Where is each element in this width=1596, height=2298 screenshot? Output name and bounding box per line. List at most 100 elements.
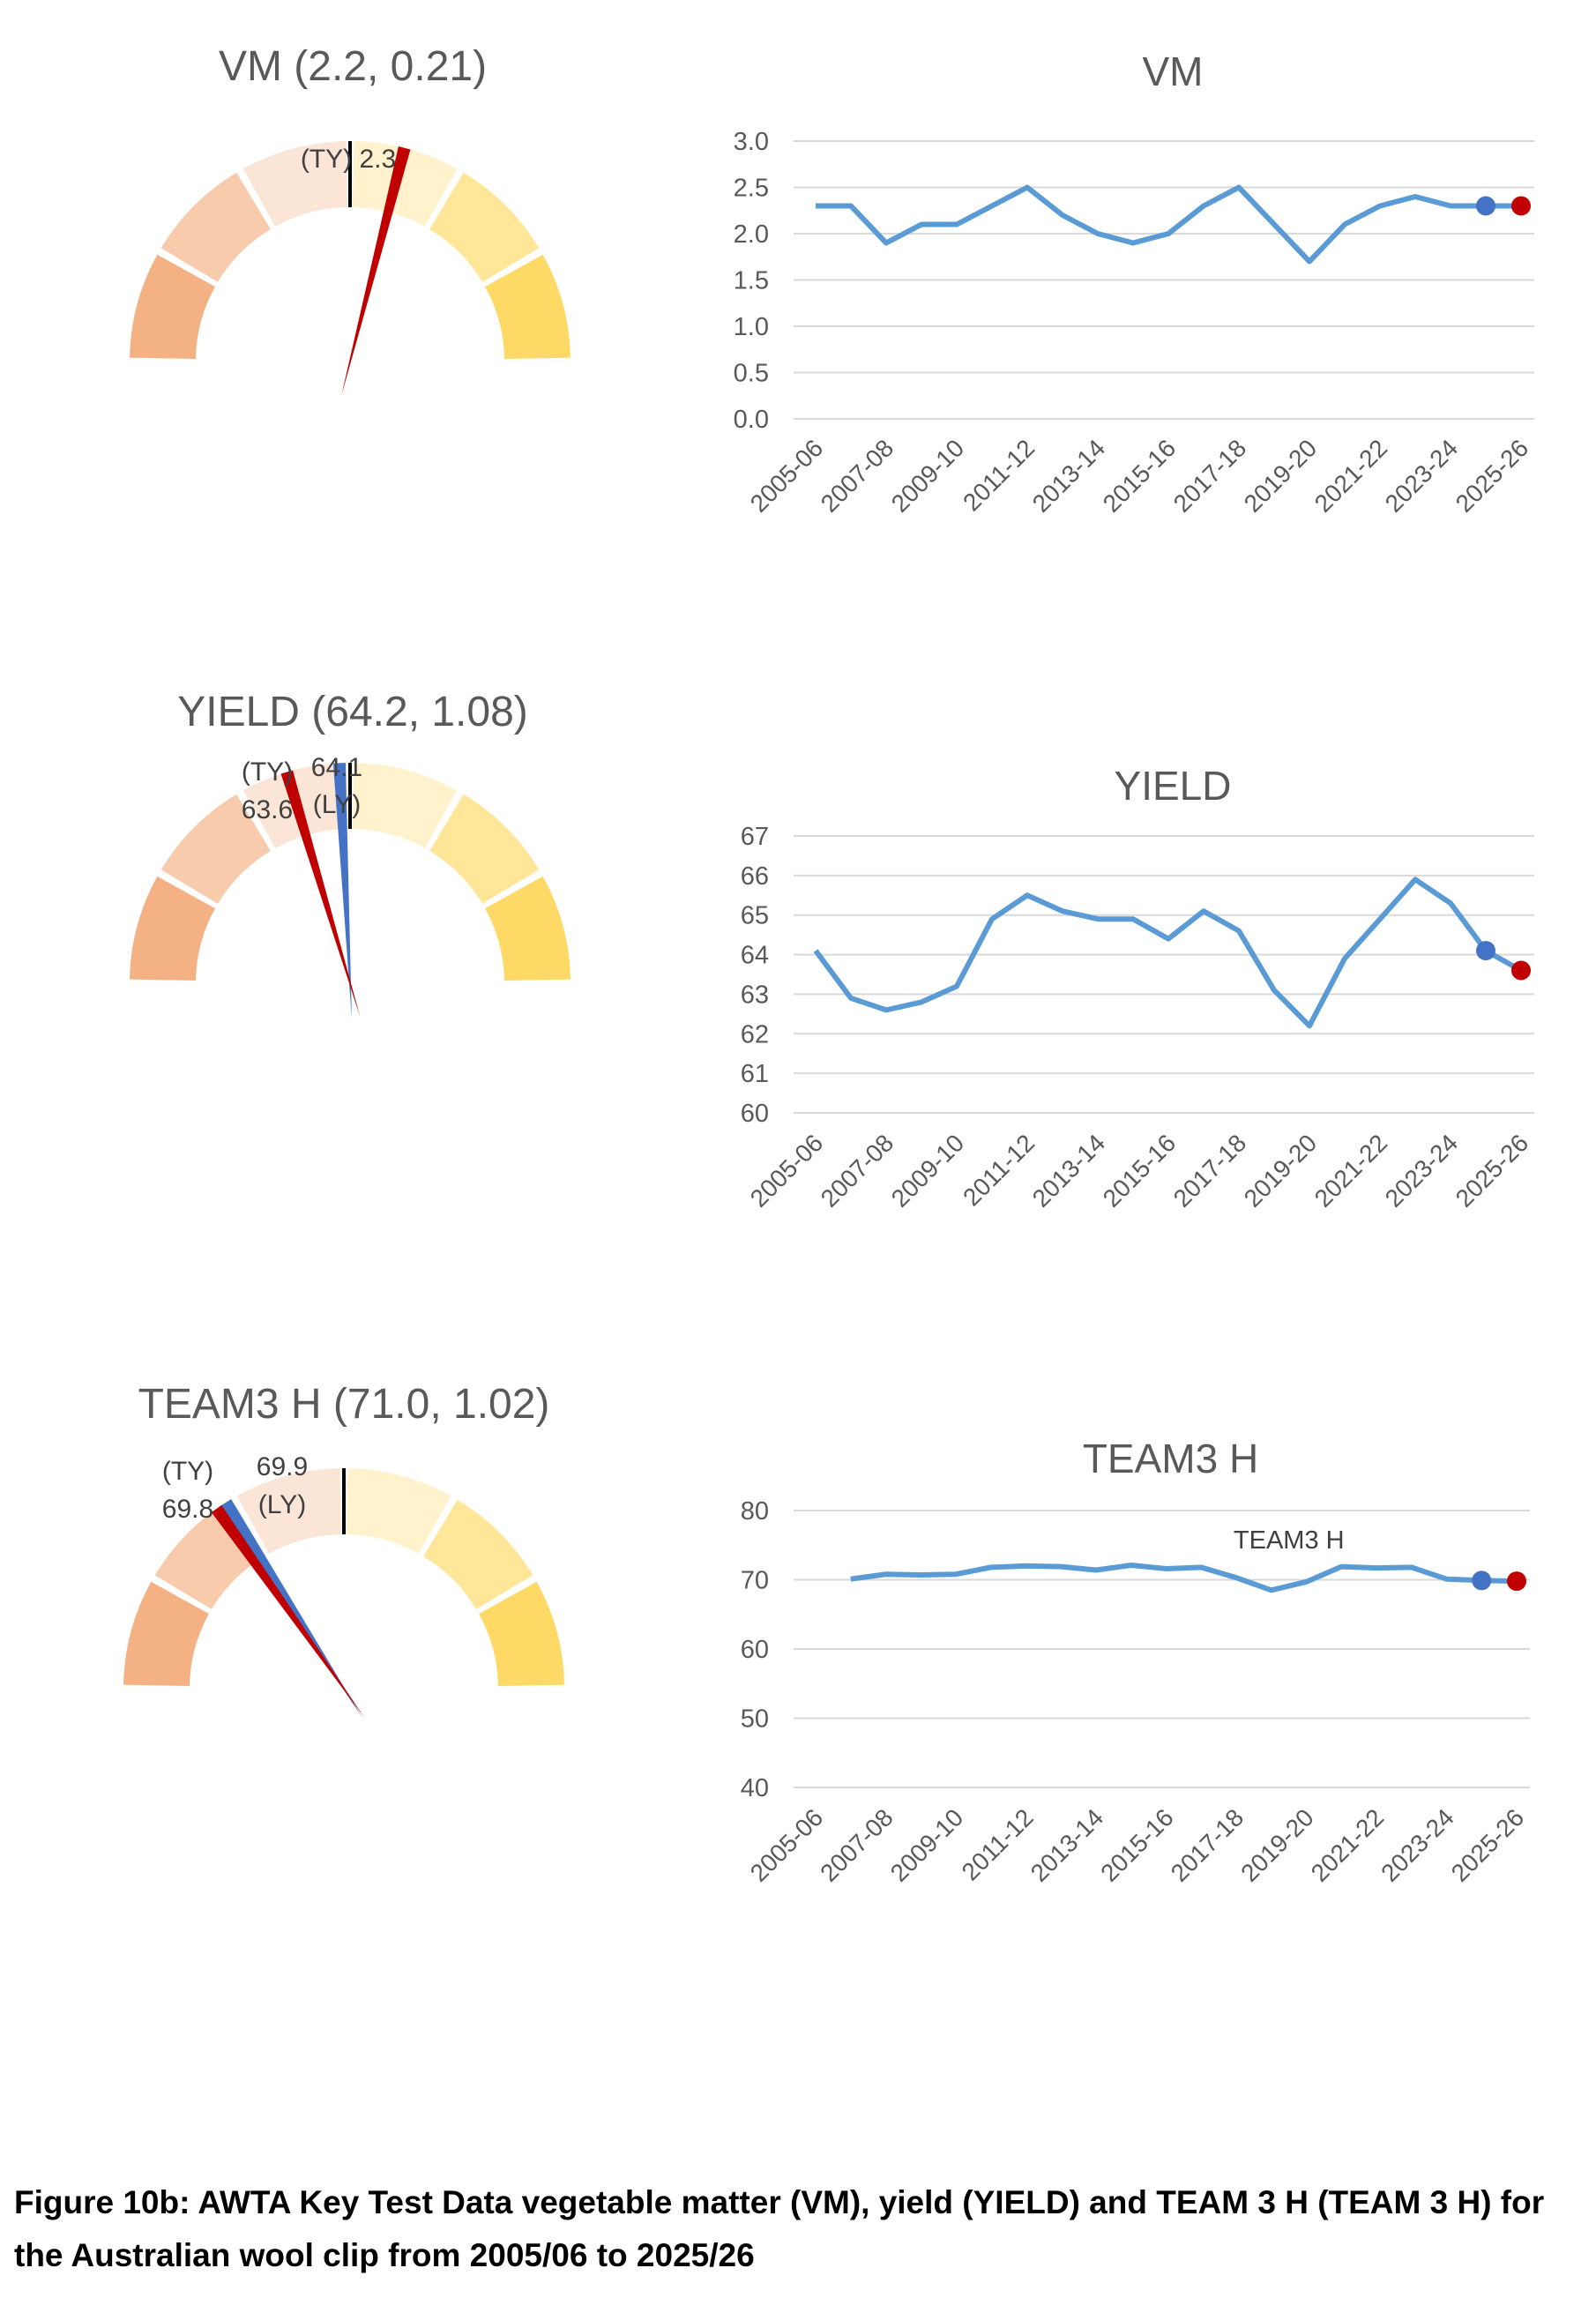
y-tick-label: 64 (741, 942, 769, 970)
gauge-ty-label: 69.8 (162, 1495, 213, 1524)
y-tick-label: 80 (741, 1497, 769, 1526)
this-year-marker (1511, 196, 1531, 216)
y-tick-label: 40 (741, 1774, 769, 1802)
x-tick-label: 2013-14 (1027, 1129, 1111, 1212)
gauge-band-5 (429, 172, 540, 282)
gauge-band-6 (479, 1581, 564, 1686)
x-tick-label: 2005-06 (745, 1129, 829, 1212)
x-tick-label: 2013-14 (1027, 434, 1111, 518)
chart-title: TEAM3 H (1083, 1436, 1258, 1481)
chart-title: VM (1143, 48, 1204, 94)
gauge-band-3 (242, 141, 347, 227)
gauge-ty-label: (TY) (162, 1457, 213, 1486)
y-tick-label: 65 (741, 902, 769, 930)
last-year-marker (1472, 1571, 1492, 1591)
x-tick-label: 2017-18 (1168, 1129, 1252, 1212)
x-tick-label: 2015-16 (1098, 434, 1182, 518)
gauge-band-1 (130, 876, 215, 981)
gauge-title-vm: VM (2.2, 0.21) (218, 43, 488, 90)
y-tick-label: 3.0 (734, 128, 769, 156)
x-tick-label: 2023-24 (1380, 1129, 1464, 1212)
last-year-marker (1476, 196, 1495, 216)
series-line (816, 184, 1521, 265)
y-tick-label: 61 (741, 1060, 769, 1088)
gauge-band-5 (423, 1499, 533, 1609)
y-tick-label: 0.5 (734, 360, 769, 388)
this-year-marker (1507, 1571, 1526, 1592)
x-tick-label: 2025-26 (1446, 1803, 1530, 1887)
x-tick-label: 2017-18 (1166, 1803, 1249, 1887)
x-tick-label: 2019-20 (1239, 1129, 1323, 1212)
y-tick-label: 1.0 (734, 313, 769, 341)
y-tick-label: 62 (741, 1020, 769, 1048)
gauge-ly-label: (LY) (313, 790, 361, 819)
this-year-marker (1511, 960, 1531, 981)
gauge-title-team3h: TEAM3 H (71.0, 1.02) (138, 1381, 550, 1428)
y-tick-label: 67 (741, 823, 769, 851)
x-tick-label: 2005-06 (745, 434, 829, 518)
x-tick-label: 2021-22 (1306, 1803, 1390, 1887)
chart-title: YIELD (1115, 763, 1232, 809)
gauge-band-4 (353, 763, 458, 848)
gauge-ty-label: (TY) (242, 757, 293, 787)
x-tick-label: 2021-22 (1309, 1129, 1393, 1212)
x-tick-label: 2009-10 (886, 434, 970, 518)
x-tick-label: 2023-24 (1376, 1803, 1459, 1887)
x-tick-label: 2011-12 (958, 1129, 1040, 1211)
x-tick-label: 2021-22 (1309, 434, 1393, 518)
x-tick-label: 2007-08 (816, 434, 899, 518)
gauge-ly-label: 69.9 (257, 1452, 308, 1481)
x-tick-label: 2025-26 (1451, 434, 1534, 518)
gauge-band-5 (429, 794, 540, 904)
gauge-ty-label: (TY) 2.3 (301, 145, 396, 174)
x-tick-label: 2013-14 (1025, 1803, 1109, 1887)
x-tick-label: 2023-24 (1380, 434, 1464, 518)
gauge-band-4 (353, 141, 458, 227)
line-chart-vm: VM 0.0 0.5 1.0 1.5 2.0 2.5 3.0 2005-062007-08200… (734, 48, 1534, 518)
y-tick-label: 1.5 (734, 267, 769, 295)
series-line (850, 1563, 1518, 1593)
gauge-band-1 (123, 1581, 209, 1686)
x-tick-label: 2019-20 (1239, 434, 1323, 518)
gauge-this-year-needle (341, 146, 411, 396)
gauge-this-year-needle (211, 1504, 365, 1718)
gauge-band-1 (130, 254, 215, 359)
gauge-ly-label: 64.1 (311, 753, 362, 782)
gauge-band-4 (347, 1468, 451, 1554)
line-chart-team3h: TEAM3 H40506070802005-062007-082009-1020… (741, 1436, 1530, 1887)
y-tick-label: 60 (741, 1636, 769, 1664)
gauge-team3h: (TY) 69.8 69.9 (LY) (123, 1452, 564, 1719)
x-tick-label: 2011-12 (957, 1803, 1039, 1885)
y-tick-label: 2.5 (734, 175, 769, 203)
gauge-ly-label: (LY) (258, 1490, 306, 1519)
y-tick-label: 0.0 (734, 406, 769, 434)
gauge-title-yield: YIELD (64.2, 1.08) (177, 689, 528, 735)
x-tick-label: 2011-12 (958, 434, 1040, 516)
x-tick-label: 2017-18 (1168, 434, 1252, 518)
x-tick-label: 2019-20 (1235, 1803, 1319, 1887)
x-tick-label: 2007-08 (816, 1129, 899, 1212)
gauge-band-2 (160, 172, 271, 282)
figure-caption: Figure 10b: AWTA Key Test Data vegetable… (14, 2184, 1545, 2273)
gauge-this-year-needle (280, 770, 361, 1018)
line-chart-yield: YIELD 60 61 62 63 64 65 66 67 2005-062007-082009-… (741, 763, 1534, 1212)
gauge-band-2 (160, 794, 271, 904)
y-tick-label: 60 (741, 1100, 769, 1128)
x-tick-label: 2025-26 (1451, 1129, 1534, 1212)
y-tick-label: 63 (741, 981, 769, 1009)
gauge-yield: (TY) 63.6 64.1 (LY) (130, 753, 571, 1018)
x-tick-label: 2015-16 (1095, 1803, 1179, 1887)
series-annotation: TEAM3 H (1234, 1526, 1345, 1555)
y-tick-label: 50 (741, 1705, 769, 1734)
gauge-vm: (TY) 2.3 (130, 141, 571, 396)
gauge-band-6 (485, 876, 571, 981)
x-tick-label: 2009-10 (885, 1803, 969, 1887)
y-tick-label: 70 (741, 1567, 769, 1595)
x-tick-label: 2015-16 (1098, 1129, 1182, 1212)
series-line (813, 877, 1523, 1029)
x-tick-label: 2007-08 (815, 1803, 899, 1887)
gauge-ty-label: 63.6 (242, 795, 293, 824)
x-tick-label: 2005-06 (745, 1803, 829, 1887)
gauge-last-year-needle (332, 762, 352, 1018)
y-tick-label: 66 (741, 862, 769, 891)
